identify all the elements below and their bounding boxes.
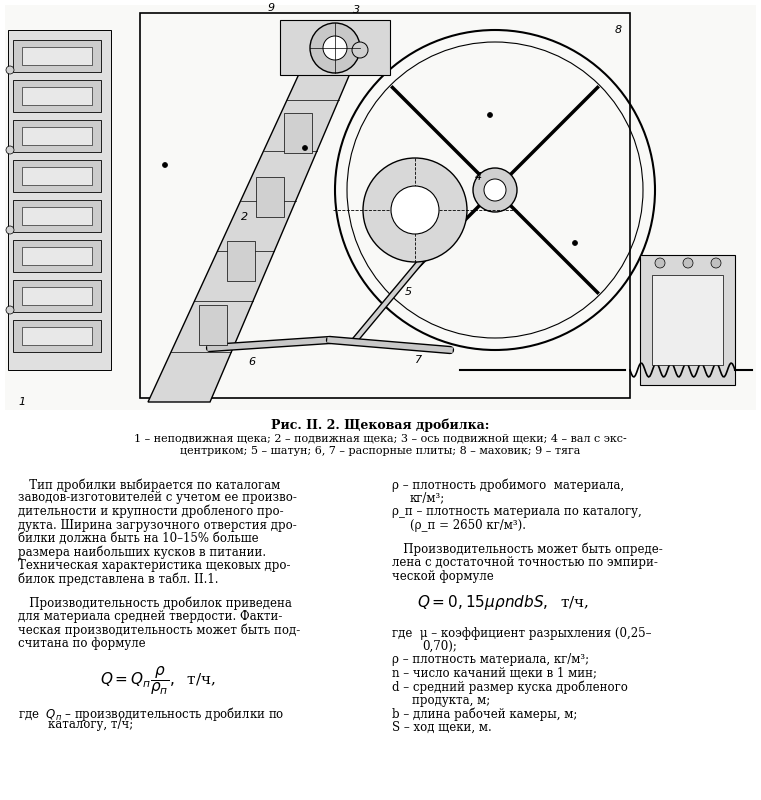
Circle shape [473, 168, 517, 212]
Bar [22, 127, 92, 145]
Text: 6: 6 [248, 357, 255, 367]
Text: центриком; 5 – шатун; 6, 7 – распорные плиты; 8 – маховик; 9 – тяга: центриком; 5 – шатун; 6, 7 – распорные п… [180, 446, 580, 456]
Text: дукта. Ширина загрузочного отверстия дро-: дукта. Ширина загрузочного отверстия дро… [18, 518, 297, 531]
Bar [22, 207, 92, 225]
Text: 1 – неподвижная щека; 2 – подвижная щека; 3 – ось подвижной щеки; 4 – вал с экс-: 1 – неподвижная щека; 2 – подвижная щека… [134, 433, 626, 443]
Circle shape [303, 146, 307, 150]
Text: каталогу, т/ч;: каталогу, т/ч; [48, 718, 133, 731]
Text: d – средний размер куска дробленого: d – средний размер куска дробленого [392, 681, 628, 694]
Circle shape [6, 146, 14, 154]
Bar [22, 87, 92, 105]
Text: 2: 2 [241, 212, 249, 222]
Bar [652, 275, 723, 365]
Bar [5, 5, 756, 410]
Text: кг/м³;: кг/м³; [410, 491, 445, 505]
Circle shape [163, 162, 167, 167]
Bar [22, 167, 92, 185]
Circle shape [711, 258, 721, 268]
Bar [22, 327, 92, 345]
Text: размера наибольших кусков в питании.: размера наибольших кусков в питании. [18, 546, 266, 559]
Circle shape [323, 36, 347, 60]
Circle shape [391, 186, 439, 234]
Text: билки должна быть на 10–15% больше: билки должна быть на 10–15% больше [18, 532, 259, 545]
Text: 0,70);: 0,70); [422, 640, 457, 653]
Circle shape [683, 258, 693, 268]
Text: лена с достаточной точностью по эмпири-: лена с достаточной точностью по эмпири- [392, 556, 658, 570]
Circle shape [6, 226, 14, 234]
Circle shape [363, 158, 467, 262]
Text: 4: 4 [475, 172, 482, 182]
Text: ческая производительность может быть под-: ческая производительность может быть под… [18, 624, 301, 638]
Text: дительности и крупности дробленого про-: дительности и крупности дробленого про- [18, 505, 284, 518]
Circle shape [655, 258, 665, 268]
Bar [256, 177, 284, 217]
Text: 8: 8 [615, 25, 622, 35]
Text: ρ_п – плотность материала по каталогу,: ρ_п – плотность материала по каталогу, [392, 505, 642, 518]
Text: $Q = 0,15\mu\rho ndbS,$  т/ч,: $Q = 0,15\mu\rho ndbS,$ т/ч, [417, 593, 589, 612]
Circle shape [6, 66, 14, 74]
Text: продукта, м;: продукта, м; [412, 694, 490, 707]
Text: 9: 9 [268, 3, 275, 13]
Text: (ρ_п = 2650 кг/м³).: (ρ_п = 2650 кг/м³). [410, 518, 526, 531]
Text: 5: 5 [405, 287, 412, 297]
Bar [13, 40, 101, 72]
Bar [22, 287, 92, 305]
Text: ρ – плотность дробимого  материала,: ρ – плотность дробимого материала, [392, 478, 624, 491]
Text: 7: 7 [415, 355, 422, 365]
Text: ρ – плотность материала, кг/м³;: ρ – плотность материала, кг/м³; [392, 654, 589, 666]
Text: n – число качаний щеки в 1 мин;: n – число качаний щеки в 1 мин; [392, 667, 597, 680]
Circle shape [488, 113, 492, 118]
Polygon shape [148, 50, 360, 402]
Text: ческой формуле: ческой формуле [392, 570, 494, 582]
Bar [13, 320, 101, 352]
Text: где  μ – коэффициент разрыхления (0,25–: где μ – коэффициент разрыхления (0,25– [392, 626, 651, 639]
Bar [280, 20, 390, 75]
Text: Производительность может быть опреде-: Производительность может быть опреде- [392, 542, 663, 556]
Text: где  $Q_п$ – производительность дробилки по: где $Q_п$ – производительность дробилки … [18, 705, 285, 723]
Circle shape [572, 241, 578, 246]
Text: 3: 3 [353, 5, 360, 15]
Bar [640, 255, 735, 385]
Circle shape [6, 306, 14, 314]
Bar [13, 200, 101, 232]
Text: Производительность дробилок приведена: Производительность дробилок приведена [18, 597, 292, 610]
Text: Рис. II. 2. Щековая дробилка:: Рис. II. 2. Щековая дробилка: [271, 418, 489, 431]
Text: заводов-изготовителей с учетом ее произво-: заводов-изготовителей с учетом ее произв… [18, 491, 297, 505]
Text: b – длина рабочей камеры, м;: b – длина рабочей камеры, м; [392, 707, 578, 721]
Bar [13, 80, 101, 112]
Circle shape [484, 179, 506, 201]
Bar [228, 242, 256, 282]
Text: для материала средней твердости. Факти-: для материала средней твердости. Факти- [18, 610, 282, 623]
Text: Тип дробилки выбирается по каталогам: Тип дробилки выбирается по каталогам [18, 478, 280, 491]
Bar [284, 114, 312, 154]
Text: Техническая характеристика щековых дро-: Техническая характеристика щековых дро- [18, 559, 291, 572]
Bar [13, 120, 101, 152]
Bar [22, 247, 92, 265]
Text: 1: 1 [18, 397, 26, 407]
Bar [140, 13, 630, 398]
Bar [22, 47, 92, 65]
Bar [13, 240, 101, 272]
Text: S – ход щеки, м.: S – ход щеки, м. [392, 721, 492, 734]
Bar [8, 30, 111, 370]
Text: $Q = Q_п \dfrac{\rho}{\rho_п},$  т/ч,: $Q = Q_п \dfrac{\rho}{\rho_п},$ т/ч, [100, 664, 215, 697]
Bar [199, 306, 227, 346]
Bar [13, 280, 101, 312]
Text: билок представлена в табл. II.1.: билок представлена в табл. II.1. [18, 573, 218, 586]
Text: считана по формуле: считана по формуле [18, 638, 145, 650]
Circle shape [352, 42, 368, 58]
Bar [13, 160, 101, 192]
Circle shape [310, 23, 360, 73]
